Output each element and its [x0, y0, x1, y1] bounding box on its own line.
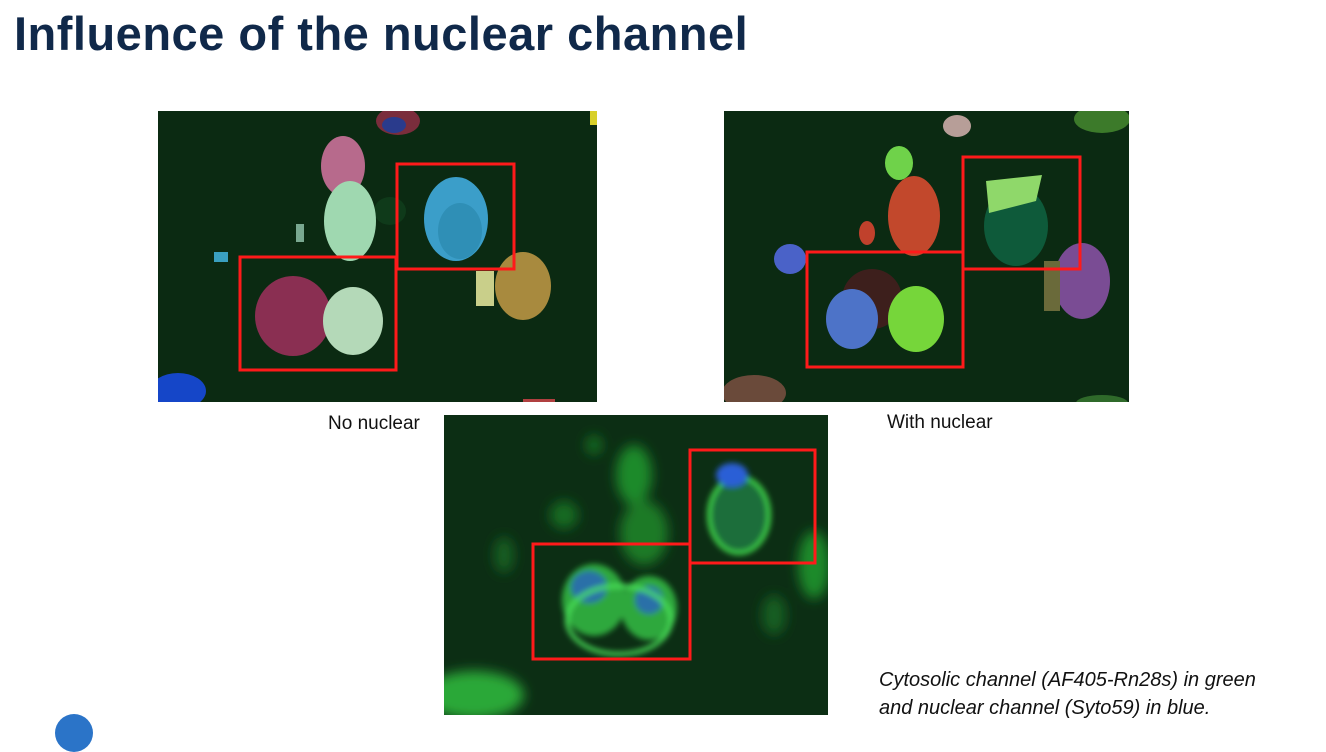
cell-mask — [1054, 243, 1110, 319]
channel-description-note: Cytosolic channel (AF405-Rn28s) in green… — [879, 666, 1256, 722]
cell-mask — [323, 287, 383, 355]
segmentation-no-nuclear-image — [158, 111, 597, 402]
cell-mask — [943, 115, 971, 137]
highlight-box — [395, 162, 516, 271]
note-line-2: and nuclear channel (Syto59) in blue. — [879, 697, 1211, 719]
cell-mask — [888, 286, 944, 352]
note-line-1: Cytosolic channel (AF405-Rn28s) in green — [879, 669, 1256, 691]
logo-icon — [55, 714, 93, 752]
segmentation-with-nuclear-image — [724, 111, 1129, 402]
highlight-box — [238, 255, 398, 372]
cell-mask — [1074, 111, 1129, 133]
cell-mask — [826, 289, 878, 349]
cell-mask — [774, 244, 806, 274]
cell-mask — [724, 375, 786, 402]
fluorescence-raw-image — [444, 415, 828, 715]
cell-mask — [859, 221, 875, 245]
highlight-box — [961, 155, 1082, 271]
highlight-box — [688, 448, 817, 565]
cell-mask — [321, 136, 365, 196]
cell-mask — [255, 276, 331, 356]
cell-mask — [476, 271, 494, 306]
cell-mask — [986, 175, 1042, 213]
cell-mask — [885, 146, 913, 180]
cell-mask — [495, 252, 551, 320]
cell-mask — [888, 176, 940, 256]
caption-with-nuclear: With nuclear — [887, 412, 993, 433]
caption-no-nuclear: No nuclear — [328, 413, 420, 434]
slide-title: Influence of the nuclear channel — [14, 7, 749, 60]
highlight-box — [805, 250, 965, 369]
highlight-box — [531, 542, 692, 661]
cell-mask — [158, 373, 206, 402]
cell-mask — [324, 181, 376, 261]
